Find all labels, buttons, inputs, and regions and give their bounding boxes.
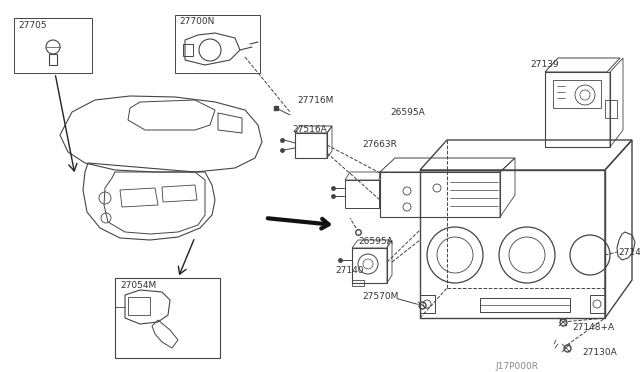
Bar	[545, 72, 610, 147]
Text: 27130A: 27130A	[582, 348, 617, 357]
Bar	[605, 100, 617, 118]
Text: 27148+A: 27148+A	[572, 323, 614, 332]
Bar	[590, 295, 605, 313]
Text: 27700N: 27700N	[179, 17, 214, 26]
Text: 27570M: 27570M	[362, 292, 398, 301]
Text: 26595A: 26595A	[358, 237, 393, 246]
Bar	[14, 18, 92, 73]
Bar	[553, 80, 601, 108]
Text: 26595A: 26595A	[390, 108, 425, 117]
Text: 27516A: 27516A	[292, 125, 327, 134]
Bar	[352, 248, 387, 283]
Bar	[352, 280, 364, 286]
Text: 27140: 27140	[335, 266, 364, 275]
Bar	[295, 133, 327, 158]
Bar	[345, 180, 379, 208]
Text: 27139: 27139	[530, 60, 559, 69]
Text: 27054M: 27054M	[120, 281, 156, 290]
Text: 27148: 27148	[618, 248, 640, 257]
Bar	[380, 172, 500, 217]
Text: 27705: 27705	[18, 21, 47, 30]
Text: 27663R: 27663R	[362, 140, 397, 149]
Bar	[49, 54, 57, 65]
Bar	[175, 15, 260, 73]
Bar	[420, 170, 605, 318]
Bar	[128, 297, 150, 315]
Text: 27716M: 27716M	[297, 96, 333, 105]
Text: J17P000R: J17P000R	[495, 362, 538, 371]
Bar	[115, 278, 220, 358]
Bar	[420, 295, 435, 313]
Bar	[183, 44, 193, 56]
